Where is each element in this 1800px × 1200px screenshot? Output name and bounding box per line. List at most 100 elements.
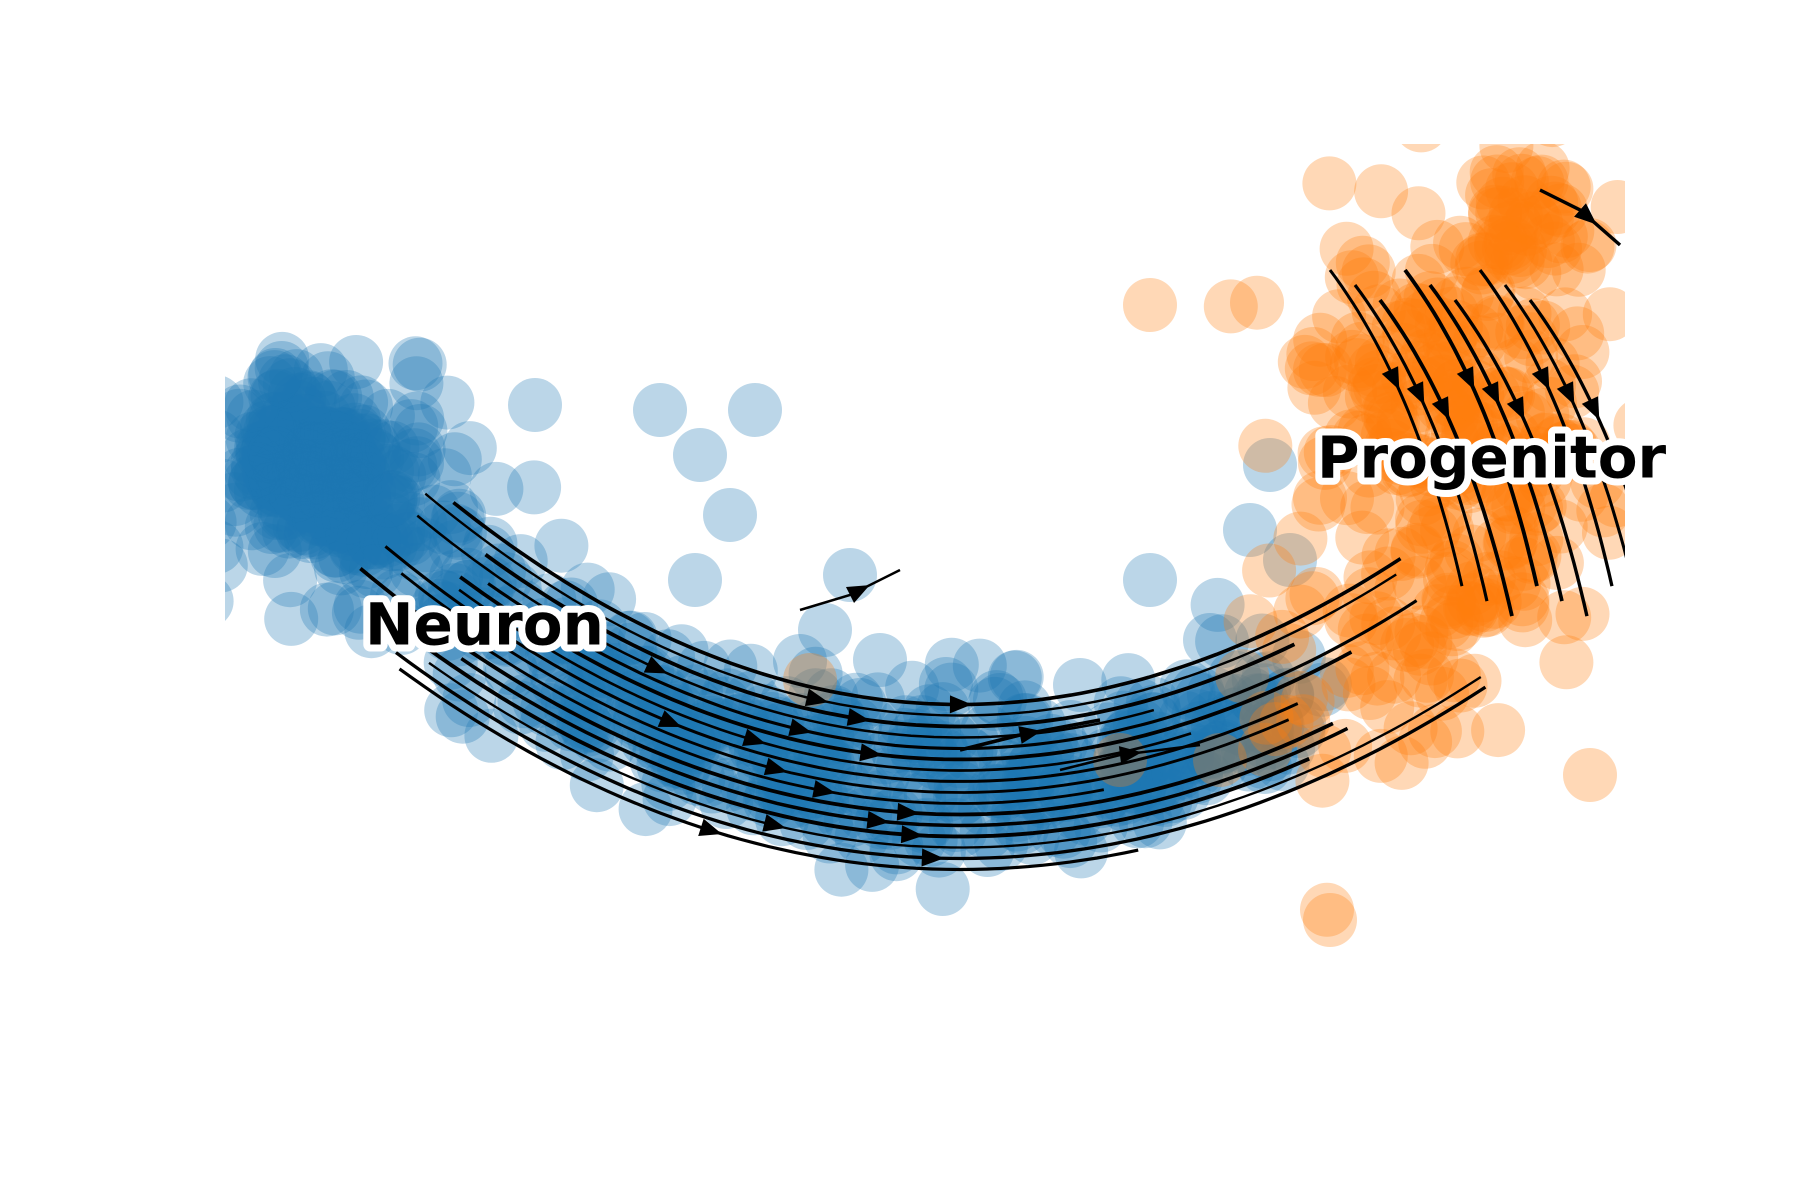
- neuron-cell-point: [277, 394, 332, 449]
- progenitor-cell-point: [1490, 234, 1545, 289]
- neuron-cell-point: [283, 421, 338, 476]
- neuron-cell-point: [235, 421, 290, 476]
- progenitor-cell-point: [1385, 613, 1440, 667]
- streamline-arrow: [1531, 366, 1550, 391]
- neuron-cell-point: [346, 515, 401, 569]
- neuron-cell-point: [318, 469, 373, 524]
- progenitor-cell-point: [1467, 214, 1522, 269]
- progenitor-cell-point: [1590, 180, 1625, 234]
- neuron-cell-point: [340, 535, 394, 590]
- progenitor-cell-point: [1441, 405, 1496, 460]
- neuron-cell-point: [987, 650, 1042, 705]
- progenitor-cell-point: [1423, 551, 1477, 606]
- neuron-cell-point: [318, 440, 372, 494]
- progenitor-cell-point: [1471, 517, 1526, 572]
- neuron-cell-point: [255, 450, 310, 505]
- progenitor-cell-point: [1536, 159, 1591, 214]
- neuron-cell-point: [440, 547, 495, 602]
- neuron-cell-point: [248, 370, 303, 425]
- velocity-streamline: [425, 645, 1310, 839]
- progenitor-cell-point: [1293, 312, 1348, 367]
- progenitor-cell-point: [1394, 605, 1449, 660]
- velocity-streamline: [1353, 284, 1489, 602]
- neuron-cell-point: [313, 406, 368, 461]
- progenitor-cell-point: [1354, 164, 1409, 219]
- neuron-cell-point: [387, 428, 442, 483]
- progenitor-cell-point: [1537, 590, 1592, 645]
- progenitor-cell-point: [1450, 236, 1505, 291]
- neuron-cell-point: [300, 351, 355, 406]
- cluster-labels: Neuron Progenitor: [358, 417, 1674, 666]
- neuron-cell-point: [240, 423, 295, 478]
- neuron-cell-point: [300, 432, 355, 487]
- neuron-cell-point: [432, 488, 487, 543]
- neuron-cell-point: [269, 468, 324, 523]
- streamline-arrow: [859, 743, 883, 762]
- streamline-arrow: [1018, 726, 1042, 744]
- neuron-cell-point: [918, 657, 973, 711]
- neuron-cell-point: [371, 503, 426, 558]
- neuron-cell-point: [278, 444, 333, 499]
- progenitor-cell-point: [1321, 657, 1376, 712]
- neuron-cell-point: [287, 449, 342, 504]
- cluster-label-neuron: Neuron: [365, 591, 604, 659]
- streamline-arrow: [845, 585, 870, 604]
- progenitor-cell-point: [1540, 420, 1595, 475]
- neuron-cell-point: [933, 803, 988, 858]
- progenitor-cell-point: [1475, 176, 1530, 231]
- progenitor-cell-point: [1438, 222, 1493, 277]
- neuron-cell-point: [383, 511, 438, 566]
- progenitor-cell-point: [1430, 406, 1485, 460]
- neuron-cell-point: [269, 426, 324, 481]
- neuron-cell-point: [314, 461, 369, 516]
- progenitor-cell-point: [1533, 209, 1588, 264]
- progenitor-cell-point: [1376, 81, 1430, 135]
- progenitor-cell-point: [1460, 266, 1515, 321]
- progenitor-cell-point: [1452, 406, 1507, 461]
- progenitor-cell-point: [1361, 528, 1416, 583]
- neuron-cell-point: [242, 462, 296, 517]
- progenitor-cell-point: [1425, 540, 1480, 595]
- neuron-cell-point: [464, 605, 519, 660]
- neuron-cell-point: [370, 475, 425, 530]
- neuron-cell-point: [969, 670, 1024, 725]
- progenitor-cell-point: [1390, 298, 1445, 353]
- neuron-cell-point: [371, 517, 425, 572]
- neuron-cell-point: [442, 421, 497, 476]
- progenitor-cell-point: [1391, 253, 1446, 308]
- neuron-cell-point: [306, 440, 361, 495]
- progenitor-cell-point: [1472, 550, 1527, 605]
- progenitor-cell-point: [1456, 155, 1511, 210]
- velocity-streamlines: [359, 188, 1625, 872]
- neuron-cell-point: [247, 524, 302, 578]
- streamline-arrow: [1581, 396, 1600, 421]
- progenitor-cell-point: [1455, 232, 1510, 287]
- progenitor-cell-point: [1398, 614, 1453, 669]
- neuron-cell-point: [304, 415, 359, 470]
- progenitor-cell-point: [1320, 471, 1374, 526]
- neuron-cell-point: [365, 420, 420, 475]
- neuron-cell-point: [251, 463, 306, 518]
- neuron-cell-point: [331, 439, 386, 494]
- neuron-cell-point: [559, 665, 614, 720]
- neuron-cell-point: [1129, 758, 1184, 813]
- neuron-cell-point: [393, 404, 448, 458]
- neuron-cell-point: [144, 286, 198, 340]
- neuron-cell-point: [325, 461, 380, 515]
- neuron-cell-point: [281, 370, 336, 425]
- neuron-cell-point: [328, 518, 383, 573]
- neuron-cell-point: [321, 424, 376, 479]
- neuron-cell-point: [331, 585, 386, 640]
- progenitor-cell-point: [1303, 425, 1358, 480]
- neuron-cell-point: [256, 461, 311, 516]
- neuron-cell-point: [308, 431, 363, 486]
- neuron-cell-point: [1223, 667, 1278, 721]
- neuron-cell-point: [989, 649, 1044, 704]
- neuron-cell-point: [1190, 577, 1245, 632]
- neuron-cell-point: [277, 386, 332, 441]
- progenitor-cell-point: [1519, 413, 1573, 467]
- progenitor-cell-point: [1395, 492, 1450, 547]
- progenitor-cell-point: [1430, 704, 1485, 759]
- progenitor-cell-point: [1352, 349, 1407, 404]
- neuron-cell-point: [243, 356, 298, 411]
